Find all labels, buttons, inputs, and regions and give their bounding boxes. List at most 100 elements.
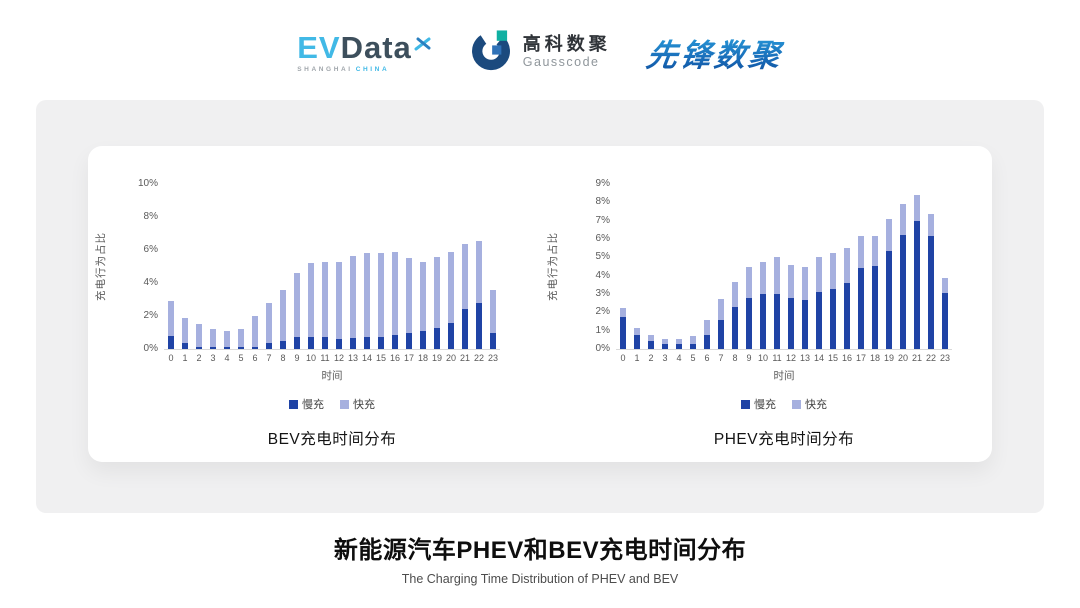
x-tick-label: 11 bbox=[320, 353, 330, 363]
fast-charge-segment bbox=[760, 261, 766, 294]
x-tick-label: 4 bbox=[676, 353, 682, 363]
stacked-bar-hour-15 bbox=[830, 252, 836, 349]
fast-charge-segment bbox=[224, 330, 230, 348]
x-tick-label: 4 bbox=[224, 353, 230, 363]
stacked-bar-hour-21 bbox=[914, 195, 920, 349]
stacked-bar-hour-22 bbox=[928, 214, 934, 349]
bar-slot bbox=[826, 184, 840, 349]
stacked-bar-hour-7 bbox=[718, 298, 724, 349]
bar-slot bbox=[318, 184, 332, 349]
y-tick-label: 7% bbox=[595, 214, 610, 226]
stacked-bar-hour-1 bbox=[182, 317, 188, 349]
bar-slot bbox=[444, 184, 458, 349]
stacked-bar-hour-8 bbox=[280, 289, 286, 349]
fast-charge-segment bbox=[886, 218, 892, 251]
bar-slot bbox=[616, 184, 630, 349]
bar-slot bbox=[472, 184, 486, 349]
slow-charge-segment bbox=[634, 335, 640, 349]
y-tick-label: 6% bbox=[143, 244, 158, 255]
x-tick-label: 3 bbox=[662, 353, 668, 363]
x-tick-label: 23 bbox=[939, 353, 950, 363]
phev-chart: 充电行为占比 0% 1% 2% 3% 4% 5% 6% 7% 8% 9% 0 1 2 3 4 5 6 7 8 9 10… bbox=[540, 146, 992, 462]
x-tick-label: 8 bbox=[732, 353, 738, 363]
bar-slot bbox=[374, 184, 388, 349]
bar-slot bbox=[658, 184, 672, 349]
evdata-china-text: CHINA bbox=[355, 65, 390, 73]
fast-charge-segment bbox=[350, 255, 356, 339]
x-tick-label: 18 bbox=[869, 353, 880, 363]
slow-charge-segment bbox=[788, 297, 794, 349]
legend-label-fast: 快充 bbox=[353, 399, 375, 411]
slow-charge-segment bbox=[858, 268, 864, 349]
x-tick-label: 6 bbox=[252, 353, 258, 363]
stacked-bar-hour-11 bbox=[774, 257, 780, 349]
x-tick-label: 21 bbox=[459, 353, 470, 363]
stacked-bar-hour-23 bbox=[942, 278, 948, 349]
x-tick-label: 19 bbox=[431, 353, 442, 363]
fast-charge-segment bbox=[182, 317, 188, 344]
slow-charge-segment bbox=[490, 332, 496, 349]
chart-card: 充电行为占比 0% 2% 4% 6% 8% 10% 0 1 2 3 4 5 6 7 8 9 10 11 12 13 1… bbox=[88, 146, 992, 462]
bar-slot bbox=[388, 184, 402, 349]
bar-slot bbox=[192, 184, 206, 349]
slow-charge-swatch bbox=[289, 399, 298, 409]
slow-charge-segment bbox=[322, 336, 328, 349]
evdata-data-text: Data bbox=[340, 29, 412, 65]
x-tick-label: 16 bbox=[841, 353, 852, 363]
legend-label-slow: 慢充 bbox=[302, 399, 324, 411]
legend: 慢充 快充 bbox=[616, 396, 952, 412]
bar-slot bbox=[630, 184, 644, 349]
slow-charge-segment bbox=[210, 347, 216, 349]
stacked-bar-hour-2 bbox=[648, 335, 654, 349]
subtitle: The Charging Time Distribution of PHEV a… bbox=[401, 572, 679, 586]
y-axis-ticks: 0% 2% 4% 6% 8% 10% bbox=[118, 179, 158, 354]
y-axis-title: 充电行为占比 bbox=[546, 232, 559, 301]
legend: 慢充 快充 bbox=[164, 396, 500, 412]
slow-charge-segment bbox=[662, 344, 668, 349]
slow-charge-segment bbox=[224, 347, 230, 349]
bar-slot bbox=[882, 184, 896, 349]
stacked-bar-hour-18 bbox=[420, 261, 426, 349]
bar-slot bbox=[206, 184, 220, 349]
fast-charge-segment bbox=[168, 301, 174, 336]
x-tick-label: 3 bbox=[210, 353, 216, 363]
stacked-bar-hour-3 bbox=[662, 338, 668, 349]
y-tick-label: 8% bbox=[595, 196, 610, 208]
x-tick-label: 5 bbox=[238, 353, 244, 363]
x-tick-label: 0 bbox=[168, 353, 174, 363]
y-tick-label: 0% bbox=[595, 343, 610, 354]
fast-charge-segment bbox=[746, 266, 752, 298]
bar-slot bbox=[346, 184, 360, 349]
bar-slot bbox=[742, 184, 756, 349]
bev-plot-area: 充电行为占比 0% 2% 4% 6% 8% 10% bbox=[95, 179, 500, 354]
bars bbox=[164, 184, 500, 349]
x-tick-label: 14 bbox=[813, 353, 824, 363]
bar-slot bbox=[178, 184, 192, 349]
x-tick-label: 12 bbox=[333, 353, 344, 363]
y-tick-label: 2% bbox=[595, 306, 610, 318]
stacked-bar-hour-14 bbox=[364, 253, 370, 349]
y-tick-label: 3% bbox=[595, 288, 610, 299]
fast-charge-segment bbox=[406, 258, 412, 333]
legend-label-slow: 慢充 bbox=[754, 399, 776, 411]
bar-slot bbox=[784, 184, 798, 349]
bar-slot bbox=[332, 184, 346, 349]
slow-charge-segment bbox=[308, 337, 314, 349]
bar-slot bbox=[234, 184, 248, 349]
bar-slot bbox=[290, 184, 304, 349]
fast-charge-segment bbox=[196, 324, 202, 347]
x-tick-label: 11 bbox=[772, 353, 782, 363]
bar-slot bbox=[486, 184, 500, 349]
x-tick-label: 13 bbox=[799, 353, 810, 363]
fast-charge-segment bbox=[336, 262, 342, 340]
slow-charge-segment bbox=[774, 294, 780, 349]
bev-chart-title: BEV充电时间分布 bbox=[267, 431, 397, 448]
x-axis-ticks: 0 1 2 3 4 5 6 7 8 9 10 11 12 13 14 15 16 17 18 19 20 21 22 23 bbox=[616, 354, 952, 363]
stacked-bar-hour-20 bbox=[900, 204, 906, 349]
stacked-bar-hour-5 bbox=[690, 336, 696, 349]
x-tick-label: 2 bbox=[196, 353, 202, 363]
fast-charge-segment bbox=[420, 261, 426, 331]
x-tick-label: 13 bbox=[347, 353, 358, 363]
bar-slot bbox=[262, 184, 276, 349]
evdata-shanghai-text: SHANGHAI bbox=[297, 65, 353, 73]
